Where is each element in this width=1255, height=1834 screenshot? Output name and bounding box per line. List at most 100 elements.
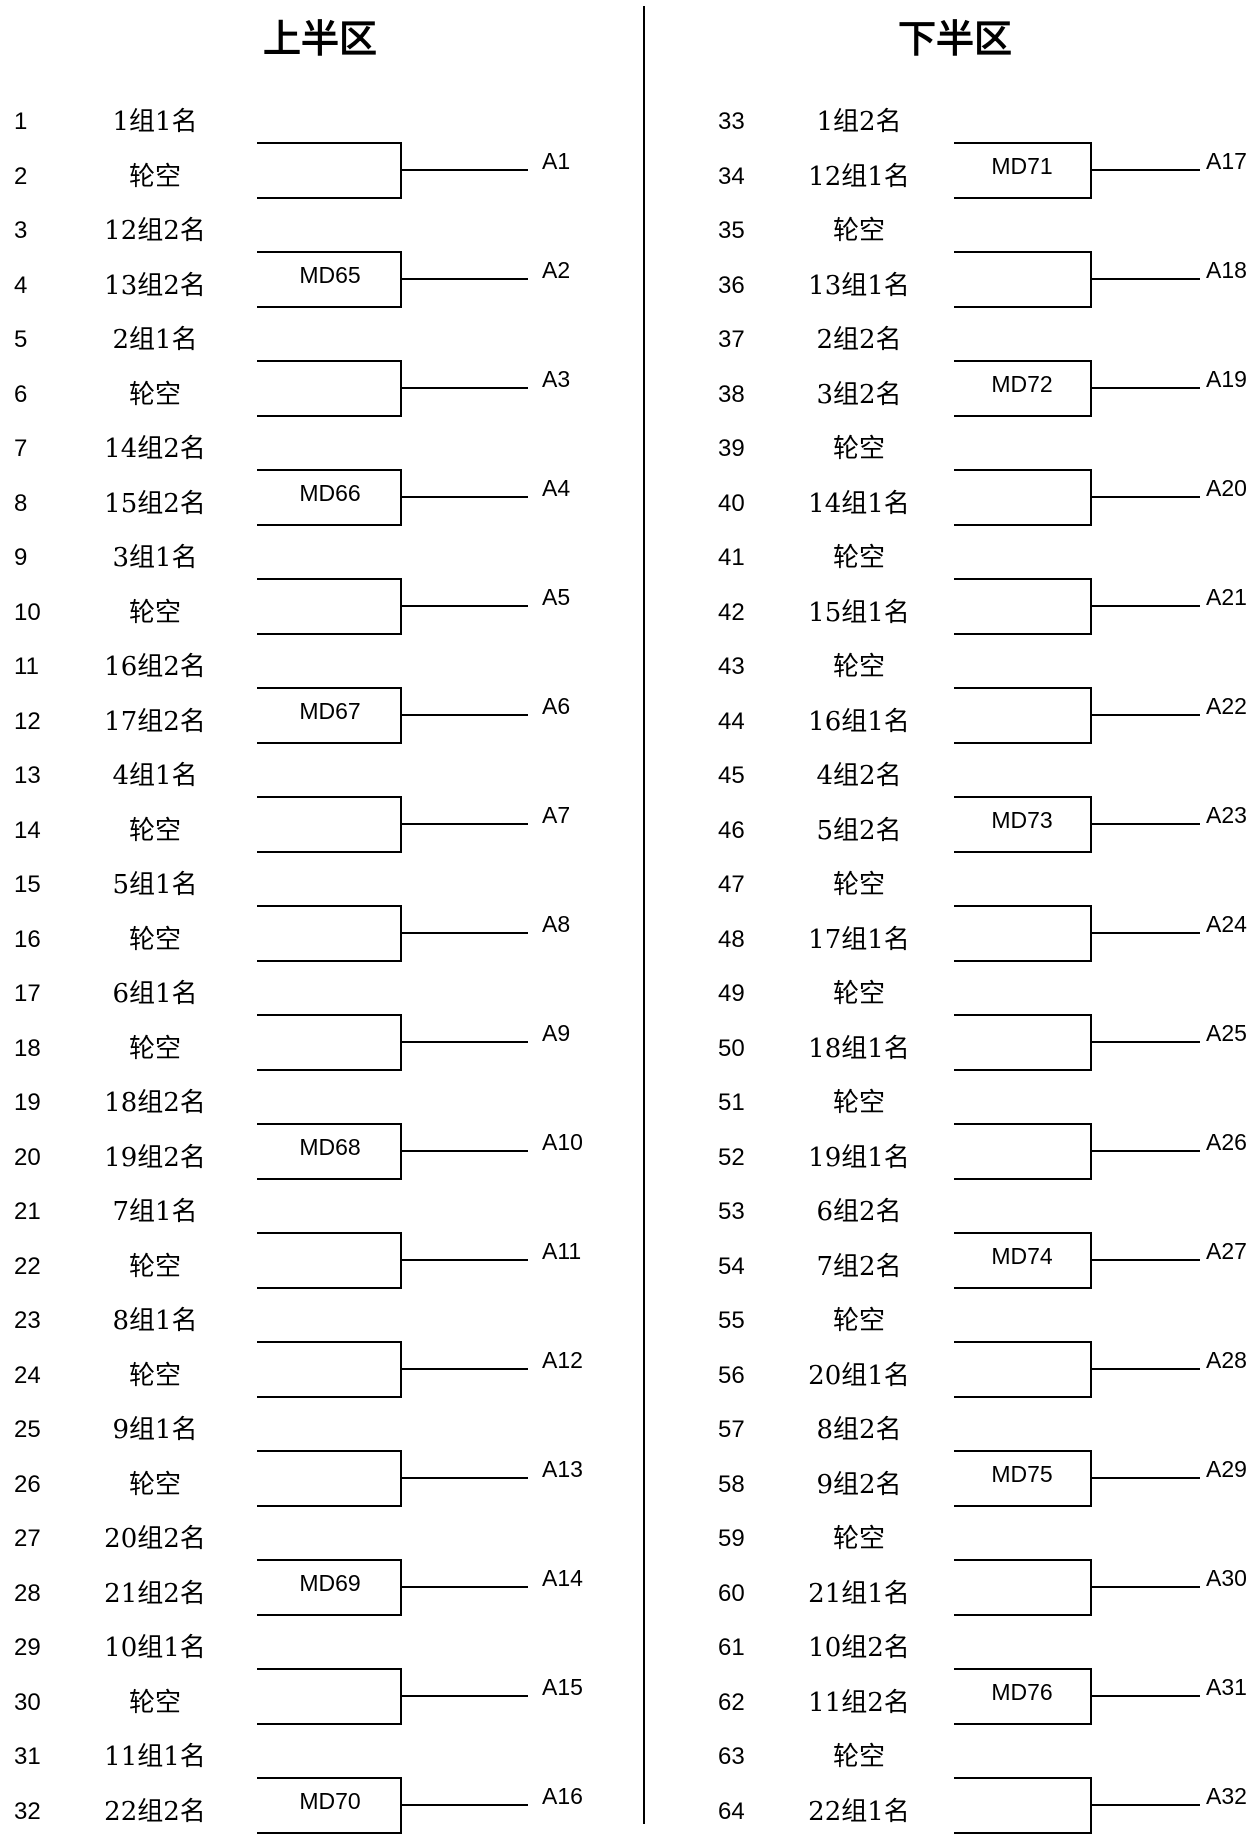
winner-slot: A18 — [1206, 257, 1247, 284]
winner-slot: A11 — [542, 1238, 582, 1265]
bracket-entry-line — [954, 360, 1092, 362]
seed-number: 17 — [14, 980, 41, 1007]
entrant-name: 16组1名 — [808, 706, 910, 737]
bracket-winner-line — [1090, 1586, 1200, 1589]
bracket-entry-line — [257, 1123, 402, 1125]
bracket-entry-line — [954, 1068, 1092, 1071]
entrant-name: 11组2名 — [808, 1687, 910, 1718]
entrant-name: 8组1名 — [112, 1306, 198, 1336]
entrant-name: 14组1名 — [808, 488, 910, 519]
winner-slot: A29 — [1206, 1456, 1247, 1483]
winner-slot: A10 — [542, 1129, 583, 1156]
entrant-name: 19组2名 — [104, 1142, 206, 1173]
seed-number: 19 — [14, 1089, 41, 1116]
bracket-entry-line — [954, 1286, 1092, 1289]
winner-slot: A26 — [1206, 1129, 1247, 1156]
bracket-entry-line — [954, 1504, 1092, 1507]
winner-slot: A15 — [542, 1674, 583, 1701]
winner-slot: A14 — [542, 1565, 583, 1592]
bracket-entry-line — [954, 687, 1092, 689]
seed-number: 63 — [718, 1743, 745, 1770]
seed-number: 55 — [718, 1307, 745, 1334]
entrant-name: 12组2名 — [104, 216, 206, 246]
winner-slot: A17 — [1206, 148, 1247, 175]
bracket-entry-line — [954, 469, 1092, 471]
seed-number: 46 — [718, 816, 745, 844]
winner-slot: A13 — [542, 1456, 583, 1483]
entrant-name: 9组2名 — [816, 1469, 902, 1500]
entrant-name: 11组1名 — [104, 1742, 206, 1772]
bracket-entry-line — [257, 305, 402, 308]
bracket-entry-line — [257, 1395, 402, 1398]
entrant-name: 5组2名 — [816, 815, 902, 846]
lower-half-title: 下半区 — [897, 16, 1012, 61]
bracket-winner-line — [400, 1041, 528, 1044]
bracket-entry-line — [257, 905, 402, 907]
bracket-entry-line — [954, 1668, 1092, 1670]
seed-number: 48 — [718, 925, 745, 953]
bracket-entry-line — [257, 1722, 402, 1725]
bracket-winner-line — [400, 1804, 528, 1807]
winner-slot: A32 — [1206, 1783, 1247, 1810]
winner-slot: A20 — [1206, 475, 1247, 502]
match-code: MD71 — [991, 153, 1053, 180]
bracket-entry-line — [954, 1777, 1092, 1779]
bracket-winner-line — [1090, 823, 1200, 826]
bracket-winner-line — [400, 714, 528, 717]
bracket-entry-line — [954, 1341, 1092, 1343]
match-code: MD69 — [299, 1570, 361, 1597]
seed-number: 29 — [14, 1634, 41, 1661]
entrant-name: 13组2名 — [104, 270, 206, 301]
bracket-entry-line — [257, 632, 402, 635]
bracket-entry-line — [954, 1232, 1092, 1234]
winner-slot: A2 — [542, 257, 571, 284]
seed-number: 25 — [14, 1416, 41, 1443]
entrant-name: 轮空 — [832, 434, 885, 464]
seed-number: 39 — [718, 435, 745, 462]
entrant-name: 22组2名 — [104, 1796, 206, 1827]
bracket-winner-line — [1090, 1695, 1200, 1698]
seed-number: 10 — [14, 598, 41, 626]
entrant-name: 17组2名 — [104, 706, 206, 737]
bracket-winner-line — [400, 1695, 528, 1698]
bracket-winner-line — [400, 1477, 528, 1480]
bracket-entry-line — [257, 850, 402, 853]
winner-slot: A25 — [1206, 1020, 1247, 1047]
winner-slot: A21 — [1206, 584, 1247, 611]
seed-number: 35 — [718, 217, 745, 244]
bracket-entry-line — [954, 632, 1092, 635]
entrant-name: 轮空 — [832, 1742, 885, 1772]
winner-slot: A31 — [1206, 1674, 1247, 1701]
entrant-name: 7组1名 — [112, 1197, 198, 1227]
seed-number: 57 — [718, 1416, 745, 1443]
bracket-winner-line — [1090, 932, 1200, 935]
seed-number: 49 — [718, 980, 745, 1007]
seed-number: 40 — [718, 489, 745, 517]
match-code: MD65 — [299, 262, 361, 289]
entrant-name: 轮空 — [832, 216, 885, 246]
bracket-entry-line — [257, 796, 402, 798]
bracket-winner-line — [400, 932, 528, 935]
entrant-name: 13组1名 — [808, 270, 910, 301]
entrant-name: 7组2名 — [816, 1251, 902, 1282]
bracket-entry-line — [257, 142, 402, 144]
bracket-entry-line — [257, 523, 402, 526]
bracket-entry-line — [954, 796, 1092, 798]
entrant-name: 22组1名 — [808, 1796, 910, 1827]
entrant-name: 8组2名 — [816, 1415, 902, 1445]
bracket-entry-line — [954, 1450, 1092, 1452]
bracket-entry-line — [257, 1177, 402, 1180]
seed-number: 58 — [718, 1470, 745, 1498]
bracket-entry-line — [257, 1341, 402, 1343]
seed-number: 3 — [14, 217, 28, 244]
entrant-name: 轮空 — [832, 1306, 885, 1336]
match-code: MD67 — [299, 698, 361, 725]
bracket-entry-line — [954, 1014, 1092, 1016]
entrant-name: 10组2名 — [808, 1633, 910, 1663]
entrant-name: 1组2名 — [816, 107, 902, 137]
seed-number: 38 — [718, 380, 745, 408]
winner-slot: A19 — [1206, 366, 1247, 393]
bracket-entry-line — [954, 1395, 1092, 1398]
entrant-name: 15组2名 — [104, 488, 206, 519]
